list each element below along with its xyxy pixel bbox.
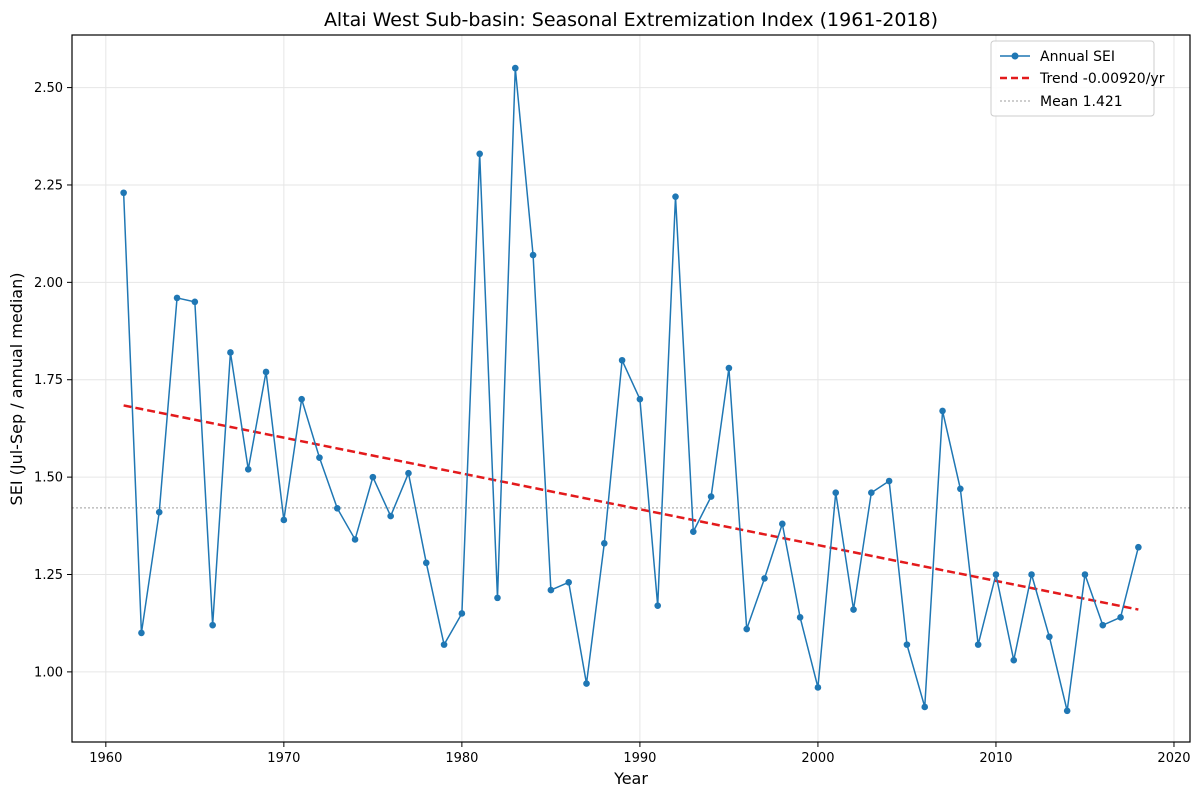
annual-sei-point: [351, 536, 359, 543]
x-tick-label: 2000: [801, 751, 834, 766]
x-tick-label: 1990: [623, 751, 656, 766]
y-axis-label: SEI (Jul-Sep / annual median): [7, 273, 26, 506]
y-tick-label: 2.50: [34, 81, 63, 96]
annual-sei-point: [725, 364, 733, 372]
annual-sei-point: [173, 294, 181, 302]
annual-sei-point: [1117, 614, 1124, 621]
legend-marker-annual-sei: [1011, 52, 1019, 60]
annual-sei-point: [779, 520, 786, 528]
annual-sei-point: [494, 594, 501, 602]
annual-sei-point: [600, 540, 608, 547]
annual-sei-point: [369, 473, 377, 481]
y-tick-label: 1.00: [34, 665, 63, 680]
annual-sei-point: [440, 641, 448, 648]
annual-sei-point: [903, 641, 911, 648]
annual-sei-point: [796, 614, 804, 621]
trend-layer: [123, 404, 1139, 611]
annual-sei-point: [761, 575, 768, 582]
annual-sei-point: [672, 193, 679, 200]
x-tick-label: 2020: [1157, 751, 1190, 766]
annual-sei-point: [227, 349, 234, 356]
legend-label-trend: Trend -0.00920/yr: [1039, 71, 1165, 87]
x-tick-label: 1960: [89, 751, 122, 766]
annual-sei-point: [690, 528, 697, 535]
legend-box: [990, 40, 1155, 117]
annual-sei-point: [387, 512, 394, 520]
annual-sei-point: [1135, 543, 1142, 551]
annual-sei-point: [262, 368, 270, 376]
axes-layer: 1960 1970 1980 1990 2000 2010 2020 1.00 1.25 1.50…: [34, 34, 1191, 766]
legend-label-annual-sei: Annual SEI: [1040, 49, 1115, 65]
annual-sei-line: [122, 67, 1140, 712]
x-tick-label: 1980: [445, 751, 478, 766]
y-tick-label: 2.00: [34, 276, 63, 291]
annual-sei-point: [529, 251, 537, 259]
chart-title: Altai West Sub-basin: Seasonal Extremiza…: [324, 9, 938, 31]
annual-sei-point: [939, 407, 946, 415]
annual-sei-point: [1081, 571, 1089, 578]
annual-sei-point: [191, 298, 199, 306]
y-tick-label: 1.25: [34, 568, 63, 583]
annual-sei-point: [743, 625, 751, 633]
annual-sei-point: [138, 629, 145, 637]
annual-sei-point: [298, 395, 305, 403]
annual-sei-point: [333, 504, 341, 512]
annual-sei-point: [921, 703, 929, 711]
annual-sei-point: [992, 571, 1000, 578]
annual-sei-point: [316, 454, 323, 461]
annual-sei-point: [618, 356, 626, 364]
annual-sei-point: [636, 395, 644, 403]
plot-frame: [71, 34, 1191, 743]
annual-sei-point: [209, 621, 216, 629]
annual-sei-point: [1028, 571, 1035, 578]
x-axis-label: Year: [613, 769, 648, 788]
annual-sei-point: [511, 64, 519, 72]
annual-sei-point: [244, 466, 252, 473]
annual-sei-point: [1046, 633, 1053, 641]
annual-sei-point: [1010, 656, 1018, 664]
annual-sei-point: [155, 508, 163, 516]
annual-sei-point: [1099, 621, 1107, 629]
annual-sei-point: [814, 684, 822, 691]
annual-sei-point: [458, 610, 466, 617]
annual-sei-point: [654, 602, 662, 609]
annual-sei-point: [974, 641, 982, 648]
annual-sei-point: [885, 477, 893, 485]
legend-label-mean: Mean 1.421: [1040, 94, 1123, 110]
annual-sei-point: [405, 469, 412, 477]
annual-sei-point: [547, 586, 555, 594]
annual-sei-point: [476, 150, 483, 158]
y-tick-label: 1.50: [34, 471, 63, 486]
annual-sei-point: [120, 189, 127, 197]
legend: Annual SEI Trend -0.00920/yr Mean 1.421: [990, 40, 1165, 117]
x-tick-label: 2010: [979, 751, 1012, 766]
annual-sei-point: [565, 578, 572, 586]
annual-sei-point: [850, 606, 857, 613]
annual-sei-point: [1063, 707, 1071, 715]
annual-sei-point: [868, 489, 875, 496]
annual-sei-point: [957, 485, 964, 493]
annual-sei-point: [583, 680, 590, 687]
trend-line: [123, 404, 1139, 611]
series-layer: [120, 64, 1142, 715]
annual-sei-point: [707, 493, 715, 500]
annual-sei-point: [280, 516, 288, 524]
annual-sei-point: [832, 489, 840, 496]
x-tick-label: 1970: [267, 751, 300, 766]
y-tick-label: 2.25: [34, 178, 63, 193]
y-tick-label: 1.75: [34, 373, 63, 388]
annual-sei-point: [422, 559, 430, 567]
